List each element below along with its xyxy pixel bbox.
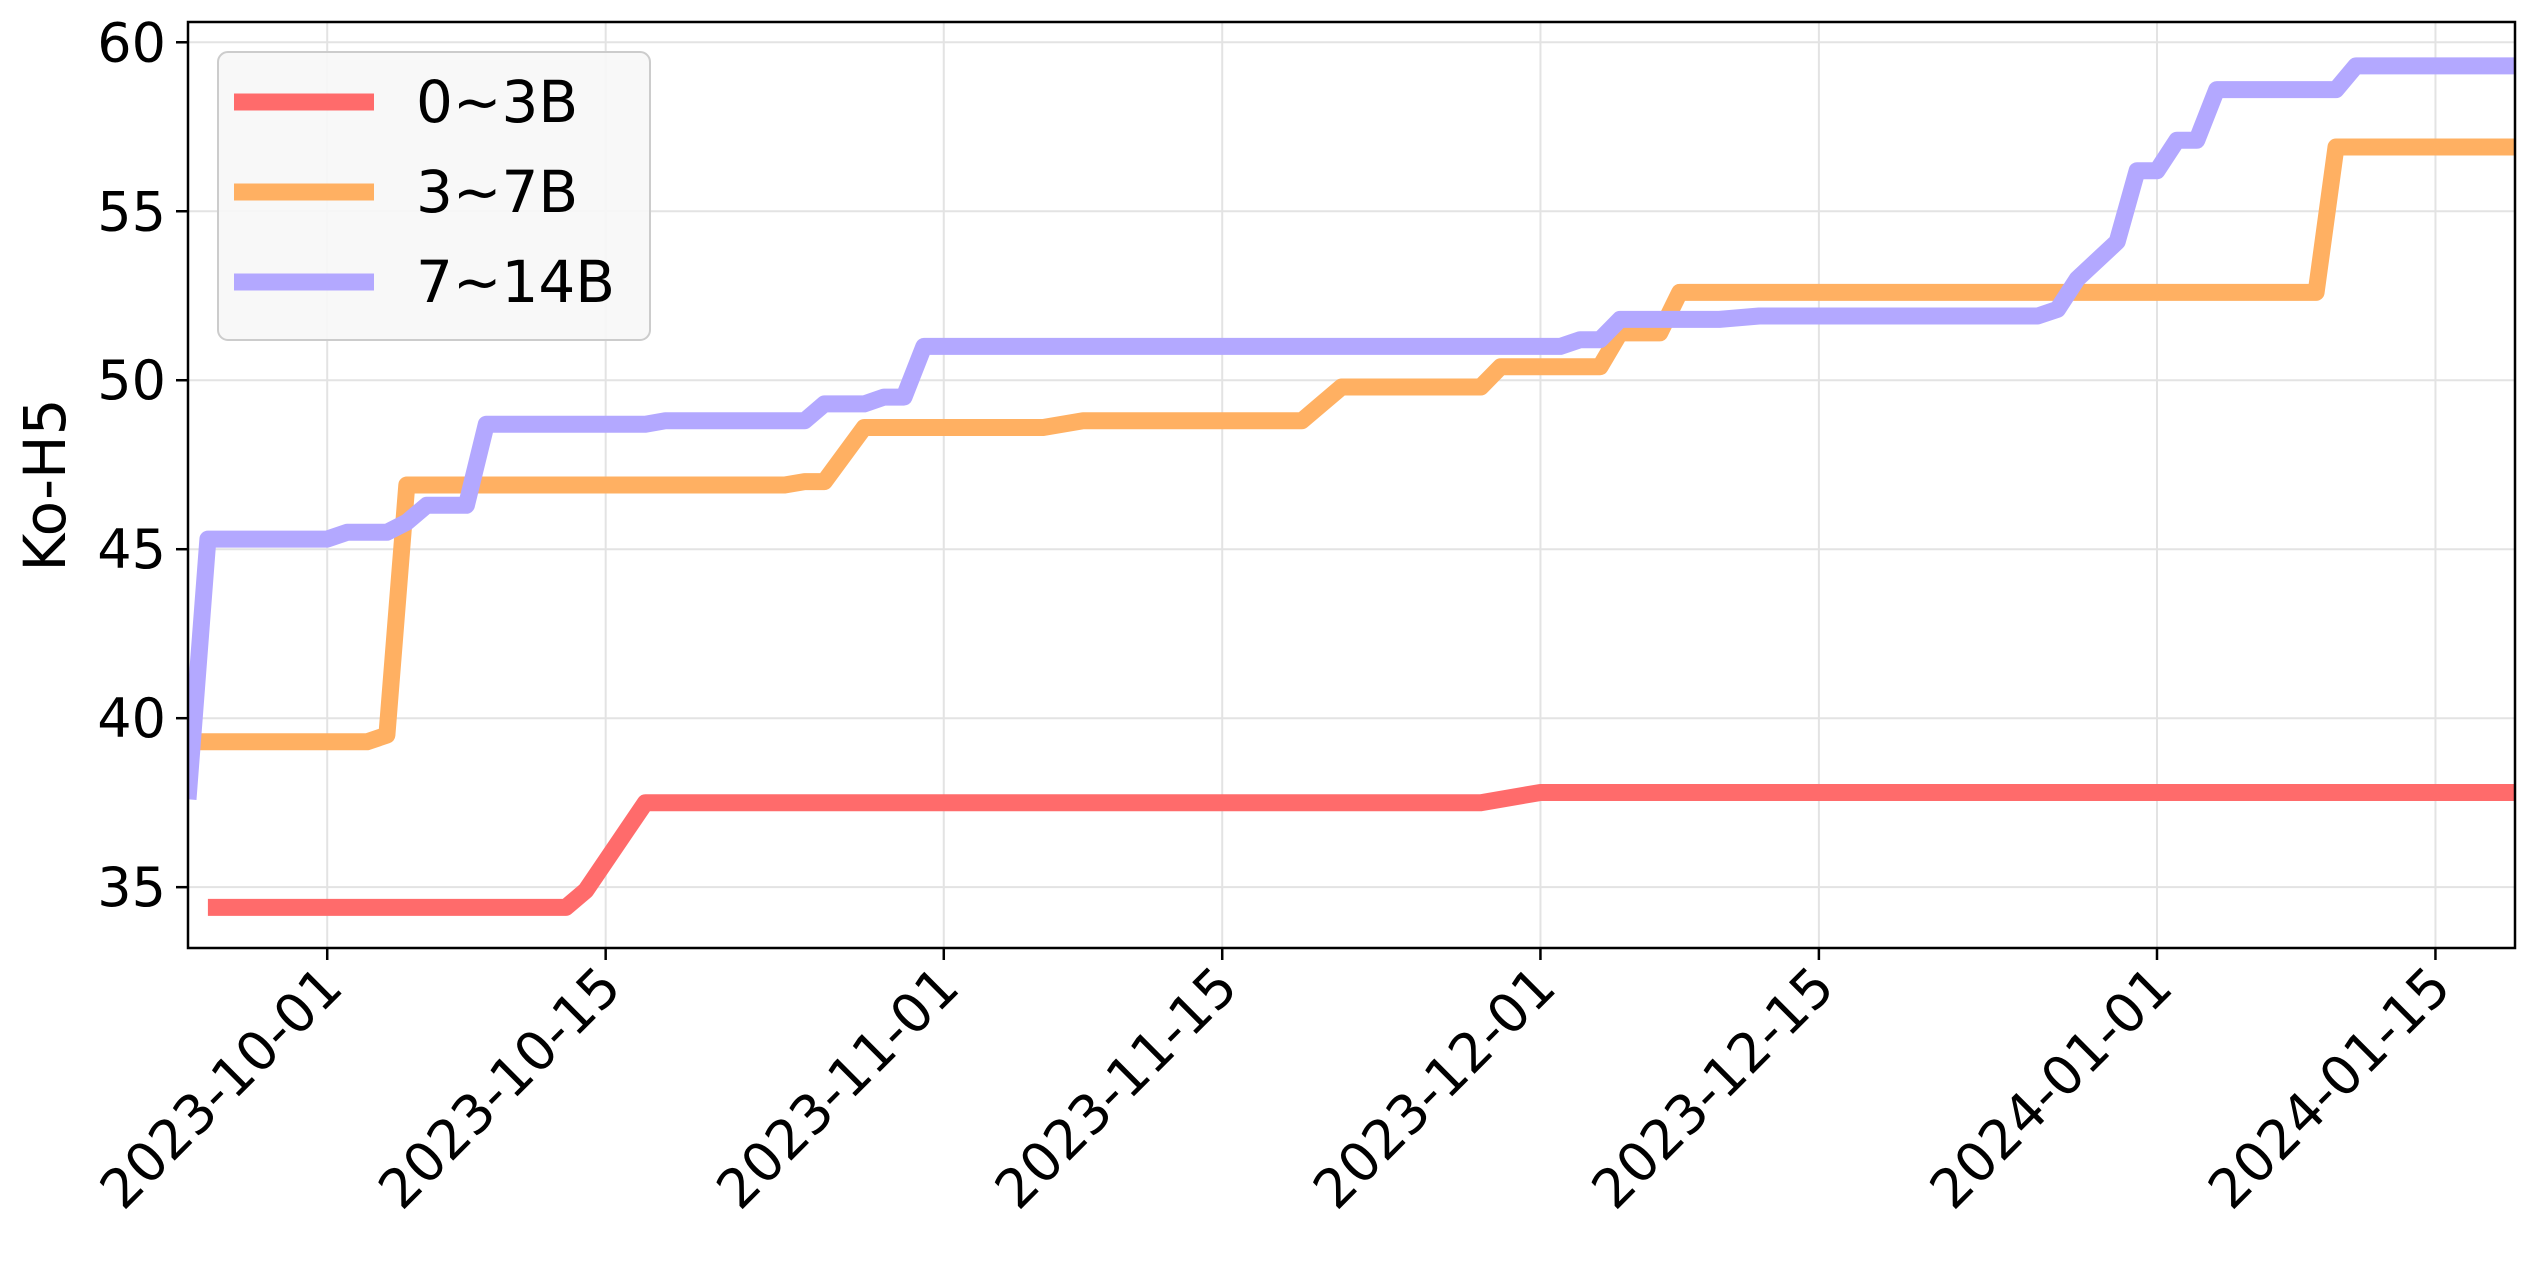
x-tick-label: 2023-10-15 [366, 955, 632, 1221]
legend: 0~3B 3~7B 7~14B [217, 51, 651, 341]
x-tick-label: 2023-12-01 [1301, 955, 1567, 1221]
y-tick-label: 60 [97, 11, 166, 74]
x-tick-label: 2023-11-15 [983, 955, 1249, 1221]
x-tick-label: 2023-11-01 [705, 955, 971, 1221]
plot-frame [186, 20, 2517, 950]
series-line-7-14b [188, 57, 2515, 800]
x-tick-label: 2023-10-01 [88, 955, 354, 1221]
y-axis-label: Ko-H5 [11, 398, 79, 571]
legend-label-0-3b: 0~3B [416, 68, 578, 136]
x-tick-label: 2023-12-15 [1580, 955, 1846, 1221]
legend-box [217, 51, 651, 341]
y-tick-label: 55 [97, 180, 166, 243]
y-tick-label: 40 [97, 687, 166, 750]
y-tick-label: 35 [97, 856, 166, 919]
series-layer [188, 57, 2515, 916]
series-line-0-3b [207, 784, 2515, 916]
x-tick-label: 2024-01-15 [2196, 955, 2462, 1221]
y-tick-label: 50 [97, 349, 166, 412]
legend-label-7-14b: 7~14B [416, 248, 615, 316]
y-tick-label: 45 [97, 518, 166, 581]
x-tick-label: 2024-01-01 [1918, 955, 2184, 1221]
legend-label-3-7b: 3~7B [416, 158, 578, 226]
